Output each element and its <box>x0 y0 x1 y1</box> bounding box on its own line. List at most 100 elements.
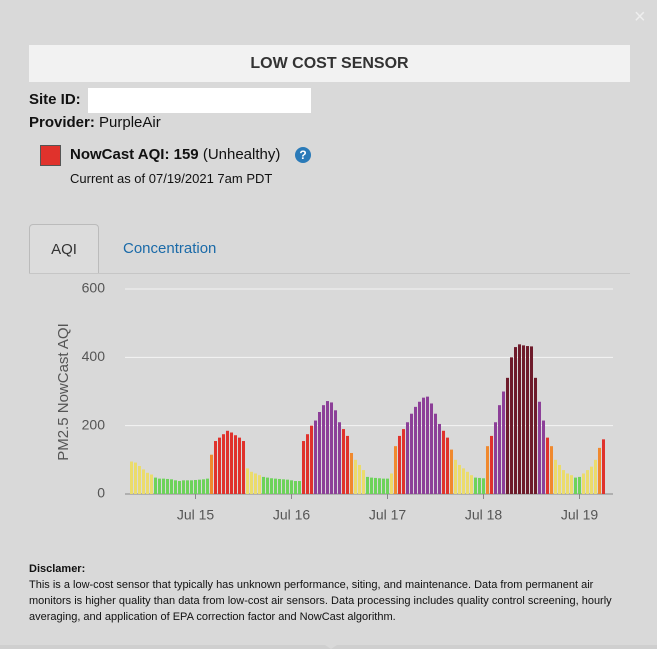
bar <box>214 441 217 494</box>
aqi-label: NowCast AQI: <box>70 146 170 163</box>
bar <box>278 478 281 494</box>
bar <box>554 459 557 494</box>
bar <box>486 446 489 494</box>
help-icon[interactable]: ? <box>295 147 311 163</box>
bar <box>514 347 517 494</box>
bar <box>330 402 333 494</box>
bar <box>246 468 249 494</box>
provider: PurpleAir <box>99 114 161 131</box>
bar <box>446 437 449 494</box>
bar <box>498 405 501 494</box>
bar <box>266 477 269 494</box>
bar <box>406 422 409 494</box>
bar <box>274 478 277 494</box>
disclaimer-text: This is a low-cost sensor that typically… <box>29 579 612 623</box>
bar <box>174 480 177 494</box>
bar <box>206 478 209 494</box>
disclaimer: Disclamer: This is a low-cost sensor that… <box>29 561 629 625</box>
bar <box>178 481 181 494</box>
x-tick-label: Jul 16 <box>273 507 311 523</box>
bar <box>570 475 573 494</box>
bar <box>294 481 297 494</box>
bar <box>582 473 585 494</box>
bar <box>402 429 405 494</box>
bar <box>346 435 349 494</box>
bar <box>166 478 169 494</box>
x-tick-label: Jul 15 <box>177 507 215 523</box>
bar <box>366 476 369 494</box>
bar <box>502 391 505 494</box>
site-id-box <box>88 88 311 113</box>
bar <box>354 459 357 494</box>
bar <box>586 470 589 494</box>
bar <box>286 479 289 494</box>
bar <box>506 377 509 494</box>
aqi-category: (Unhealthy) <box>202 146 281 163</box>
bar <box>478 477 481 494</box>
bar <box>398 435 401 494</box>
bar <box>482 478 485 494</box>
bar <box>162 478 165 494</box>
bar <box>218 437 221 494</box>
bar <box>194 479 197 494</box>
bar <box>250 471 253 494</box>
tab-aqi[interactable]: AQI <box>29 224 99 274</box>
disclaimer-title: Disclamer: <box>29 563 86 575</box>
close-button[interactable]: × <box>634 6 646 28</box>
bar <box>338 422 341 494</box>
tab-concentration[interactable]: Concentration <box>123 240 217 257</box>
bar <box>258 475 261 494</box>
bar <box>534 377 537 494</box>
bar <box>138 465 141 494</box>
bar <box>306 434 309 494</box>
bar <box>326 401 329 494</box>
bar <box>562 470 565 494</box>
bar <box>210 454 213 494</box>
bar <box>370 477 373 494</box>
bar <box>566 473 569 494</box>
x-tick-label: Jul 19 <box>561 507 599 523</box>
bar <box>374 477 377 494</box>
bar <box>238 437 241 494</box>
chart: PM2.5 NowCast AQI 0 200 400 600 Jul 15 Jul 16… <box>55 280 613 523</box>
bar <box>546 437 549 494</box>
bar <box>334 410 337 494</box>
bar <box>378 478 381 494</box>
bar <box>318 412 321 494</box>
bar <box>242 441 245 494</box>
bar <box>154 477 157 494</box>
bar <box>470 475 473 494</box>
bar <box>382 478 385 494</box>
provider-label: Provider: <box>29 114 95 131</box>
bar <box>418 401 421 494</box>
bar <box>146 472 149 494</box>
bar <box>282 479 285 494</box>
bar <box>350 453 353 494</box>
bar <box>438 423 441 494</box>
y-axis-title: PM2.5 NowCast AQI <box>55 323 72 461</box>
x-tick-label: Jul 17 <box>369 507 407 523</box>
bar <box>458 464 461 494</box>
bar <box>598 447 601 494</box>
bar <box>466 471 469 494</box>
bar <box>602 439 605 494</box>
bar <box>394 446 397 494</box>
tab-divider <box>29 273 630 274</box>
bar <box>362 470 365 494</box>
bar <box>494 422 497 494</box>
bar <box>358 464 361 494</box>
bar <box>522 345 525 494</box>
bar <box>262 476 265 494</box>
bar <box>310 425 313 494</box>
updated: Current as of 07/19/2021 7am PDT <box>70 171 273 186</box>
aqi-row: NowCast AQI: 159 (Unhealthy) <box>70 146 280 163</box>
bar <box>222 434 225 494</box>
bar <box>430 403 433 494</box>
bar <box>426 396 429 494</box>
bar <box>226 430 229 494</box>
popup-pointer <box>322 643 340 649</box>
bar <box>130 461 133 494</box>
bar <box>182 480 185 494</box>
bar <box>590 466 593 494</box>
